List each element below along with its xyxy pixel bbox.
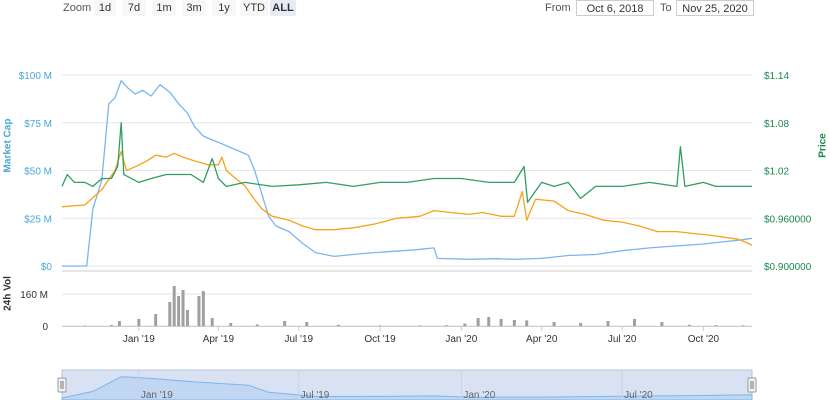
- y2-tick-label: $1.08: [764, 119, 789, 130]
- volume-bar: [305, 322, 309, 326]
- x-tick-label: Apr '20: [526, 334, 558, 345]
- zoom-1y-button[interactable]: 1y: [212, 0, 236, 16]
- y2-tick-label: $1.02: [764, 167, 789, 178]
- volume-bar: [579, 323, 583, 326]
- y2-tick-label: $0.960000: [764, 214, 812, 225]
- y-tick-label: $75 M: [24, 119, 52, 130]
- navigator-area: [61, 376, 753, 400]
- series-lines: [61, 80, 753, 267]
- volume-bar: [337, 324, 341, 326]
- y2-tick-label: $1.14: [764, 71, 789, 82]
- x-tick-label: Jan '19: [123, 334, 155, 345]
- volume-bar: [476, 318, 480, 326]
- navigator[interactable]: Jan '19 Jul '19 Jan '20 Jul '20: [57, 369, 757, 400]
- x-tick-label: Jul '19: [284, 334, 313, 345]
- volume-bar: [741, 325, 745, 326]
- x-tick-label: Oct '20: [688, 334, 720, 345]
- volume-bar: [181, 290, 185, 326]
- navigator-left-handle[interactable]: [57, 377, 67, 393]
- navigator-tick-label: Jan '20: [463, 390, 495, 400]
- volume-bar: [117, 321, 121, 326]
- volume-bar: [632, 319, 636, 326]
- market-cap-line: [62, 80, 753, 267]
- volume-bar: [177, 296, 181, 326]
- y-tick-label: $25 M: [24, 214, 52, 225]
- volume-bar: [378, 325, 382, 326]
- y-tick-label: $100 M: [19, 71, 52, 82]
- volume-bar: [714, 325, 718, 326]
- x-tick-label: Apr '19: [203, 334, 235, 345]
- zoom-3m-button[interactable]: 3m: [182, 0, 206, 16]
- navigator-right-handle[interactable]: [747, 377, 757, 393]
- volume-bar: [552, 322, 556, 326]
- navigator-tick-label: Jul '20: [624, 390, 653, 400]
- volume-bar: [487, 317, 491, 326]
- volume-bar: [283, 321, 287, 326]
- zoom-label: Zoom: [63, 2, 92, 14]
- volume-bar: [172, 286, 176, 326]
- navigator-tick-label: Jul '19: [301, 390, 330, 400]
- volume-bar: [463, 323, 467, 326]
- y-tick-label: $50 M: [24, 167, 52, 178]
- from-label: From: [545, 2, 571, 14]
- volume-bar: [499, 319, 503, 326]
- volume-bar: [687, 324, 691, 326]
- volume-bar: [255, 324, 259, 326]
- to-label: To: [660, 2, 672, 14]
- volume-bars: [83, 286, 745, 327]
- zoom-ytd-button[interactable]: YTD: [240, 0, 268, 16]
- volume-tick-label: 0: [42, 322, 48, 333]
- zoom-all-button[interactable]: ALL: [270, 0, 296, 16]
- x-tick-label: Oct '19: [364, 334, 396, 345]
- volume-bar: [229, 323, 233, 326]
- volume-bar: [210, 318, 214, 326]
- zoom-1d-button[interactable]: 1d: [94, 0, 116, 16]
- volume-bar: [512, 320, 516, 326]
- from-date-input[interactable]: Oct 6, 2018: [576, 0, 654, 16]
- volume-bar: [201, 291, 205, 326]
- chart-toolbar: Zoom 1d 7d 1m 3m 1y YTD ALL From Oct 6, …: [0, 0, 830, 18]
- volume-bar: [185, 310, 189, 326]
- price-line: [61, 122, 752, 203]
- volume-bar: [109, 325, 113, 326]
- grid-lines: [62, 74, 752, 331]
- volume-bar: [525, 320, 529, 326]
- volume-bar: [137, 319, 141, 326]
- volume-bar: [168, 302, 172, 326]
- volume-bar: [83, 325, 87, 327]
- x-tick-label: Jul '20: [608, 334, 637, 345]
- volume-bar: [606, 321, 610, 326]
- volume-bar: [154, 314, 158, 326]
- navigator-tick-label: Jan '19: [141, 390, 173, 400]
- navigator-mask: [61, 369, 753, 400]
- y2-tick-label: $0.900000: [764, 262, 812, 273]
- zoom-7d-button[interactable]: 7d: [122, 0, 146, 16]
- y-tick-label: $0: [41, 262, 53, 273]
- volume-bar: [444, 325, 448, 326]
- orange-series-line: [61, 150, 753, 246]
- axis-labels: $0 $25 M $50 M $75 M $100 M $0.900000 $0.96000…: [19, 71, 812, 345]
- volume-bar: [418, 325, 422, 326]
- x-tick-label: Jan '20: [445, 334, 477, 345]
- zoom-1m-button[interactable]: 1m: [152, 0, 176, 16]
- volume-bar: [197, 296, 201, 326]
- volume-tick-label: 160 M: [20, 290, 48, 301]
- volume-bar: [660, 322, 664, 326]
- to-date-input[interactable]: Nov 25, 2020: [676, 0, 754, 16]
